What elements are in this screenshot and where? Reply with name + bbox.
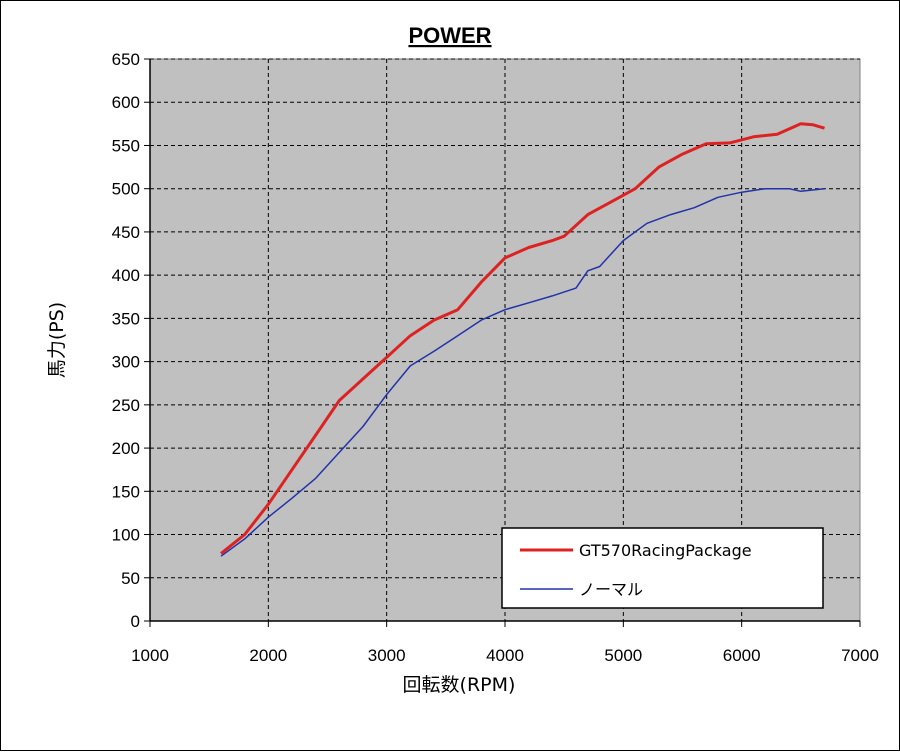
y-tick-label: 200: [112, 439, 140, 458]
y-tick-label: 300: [112, 353, 140, 372]
y-tick-label: 150: [112, 482, 140, 501]
series-lines: [220, 122, 825, 557]
y-tick-label: 450: [112, 223, 140, 242]
legend-box: [501, 527, 824, 609]
axes: [144, 58, 861, 627]
y-tick-label: 350: [112, 309, 140, 328]
y-tick-label: 550: [112, 136, 140, 155]
series-line-normal: [220, 187, 825, 557]
x-tick-label: 2000: [249, 646, 287, 665]
x-axis-label: 回転数(RPM): [403, 674, 516, 696]
y-tick-label: 600: [112, 93, 140, 112]
y-tick-label: 500: [112, 180, 140, 199]
legend-label-normal: ノーマル: [579, 580, 643, 599]
y-tick-label: 250: [112, 396, 140, 415]
x-tick-labels: 1000 2000 3000 4000 5000 6000 7000: [131, 646, 879, 665]
x-tick-label: 3000: [368, 646, 406, 665]
y-tick-labels: 0 50 100 150 200 250 300 350 400 450 500 550 600 650: [112, 50, 140, 631]
y-tick-label: 400: [112, 266, 140, 285]
x-tick-label: 4000: [486, 646, 524, 665]
y-tick-label: 50: [121, 569, 140, 588]
chart-title: POWER: [408, 23, 491, 48]
y-tick-label: 650: [112, 50, 140, 69]
legend: GT570RacingPackage ノーマル: [501, 527, 824, 609]
y-tick-label: 0: [131, 612, 140, 631]
legend-label-gt570: GT570RacingPackage: [579, 541, 752, 560]
x-tick-label: 1000: [131, 646, 169, 665]
y-axis-label: 馬力(PS): [46, 302, 68, 378]
series-line-gt570: [220, 122, 825, 555]
y-tick-label: 100: [112, 526, 140, 545]
x-tick-label: 7000: [841, 646, 879, 665]
x-tick-label: 5000: [604, 646, 642, 665]
x-tick-label: 6000: [723, 646, 761, 665]
